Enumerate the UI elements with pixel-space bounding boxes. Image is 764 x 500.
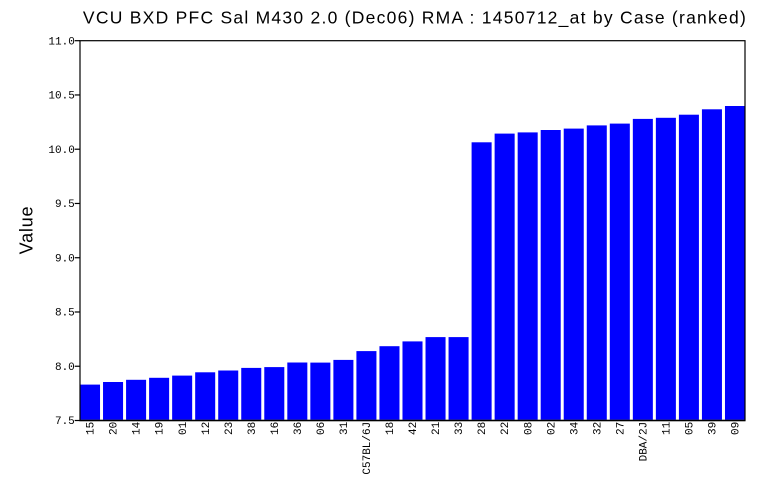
svg-text:23: 23 (224, 422, 236, 435)
svg-text:10.0: 10.0 (48, 145, 74, 157)
svg-text:18: 18 (385, 422, 397, 435)
svg-text:08: 08 (523, 422, 535, 435)
svg-text:42: 42 (408, 422, 420, 435)
svg-text:11: 11 (661, 421, 673, 435)
svg-text:33: 33 (454, 422, 466, 435)
svg-text:15: 15 (86, 422, 98, 435)
svg-text:06: 06 (316, 422, 328, 435)
svg-text:14: 14 (132, 421, 144, 435)
svg-text:09: 09 (731, 422, 743, 435)
svg-text:VCU BXD PFC Sal M430 2.0 (Dec0: VCU BXD PFC Sal M430 2.0 (Dec06) RMA : 1… (83, 8, 747, 29)
svg-text:39: 39 (708, 422, 720, 435)
svg-text:21: 21 (431, 421, 443, 435)
svg-text:C57BL/6J: C57BL/6J (362, 422, 374, 475)
svg-text:DBA/2J: DBA/2J (638, 422, 650, 462)
svg-text:27: 27 (615, 422, 627, 435)
svg-text:02: 02 (546, 422, 558, 435)
svg-text:36: 36 (293, 422, 305, 435)
svg-text:20: 20 (109, 422, 121, 435)
svg-text:19: 19 (155, 422, 167, 435)
svg-text:12: 12 (201, 422, 213, 435)
svg-text:38: 38 (247, 422, 259, 435)
svg-text:8.5: 8.5 (55, 308, 75, 320)
svg-text:01: 01 (178, 421, 190, 435)
svg-text:10.5: 10.5 (48, 91, 74, 103)
svg-text:32: 32 (592, 422, 604, 435)
svg-text:05: 05 (685, 422, 697, 435)
svg-text:31: 31 (339, 421, 351, 435)
svg-text:7.5: 7.5 (55, 416, 75, 428)
svg-text:16: 16 (270, 422, 282, 435)
svg-text:22: 22 (500, 422, 512, 435)
svg-text:9.0: 9.0 (55, 253, 75, 265)
svg-text:8.0: 8.0 (55, 362, 75, 374)
svg-text:11.0: 11.0 (48, 36, 74, 48)
svg-text:28: 28 (477, 422, 489, 435)
svg-text:Value: Value (17, 206, 37, 255)
svg-text:34: 34 (569, 421, 581, 435)
svg-text:9.5: 9.5 (55, 199, 75, 211)
